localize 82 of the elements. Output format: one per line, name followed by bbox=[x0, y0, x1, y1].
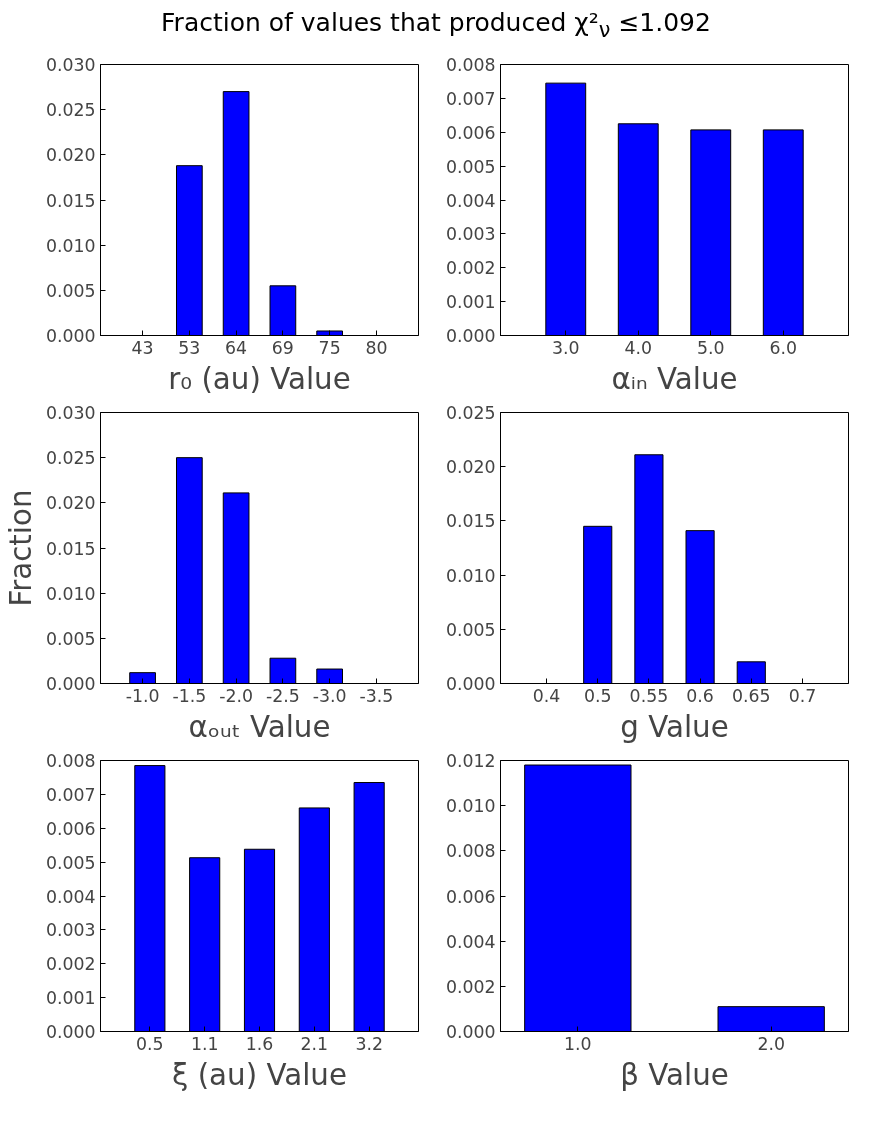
x-tick-label: 75 bbox=[318, 337, 341, 358]
y-tick-label: 0.025 bbox=[45, 100, 96, 121]
y-tick-label: 0.005 bbox=[445, 156, 496, 177]
y-tick-label: 0.003 bbox=[45, 920, 96, 941]
x-tick-label: -3.0 bbox=[312, 685, 347, 706]
x-tick-label: 53 bbox=[178, 337, 201, 358]
x-tick-label: 2.1 bbox=[300, 1033, 329, 1054]
y-tick-label: 0.004 bbox=[45, 886, 96, 907]
y-tick-label: 0.030 bbox=[45, 403, 96, 423]
y-tick-label: 0.010 bbox=[45, 235, 96, 256]
y-tick-label: 0.005 bbox=[45, 628, 96, 649]
y-tick-label: 0.001 bbox=[445, 292, 496, 313]
y-tick-label: 0.020 bbox=[445, 457, 496, 478]
y-tick-label: 0.020 bbox=[45, 493, 96, 514]
x-tick-label: 1.6 bbox=[245, 1033, 274, 1054]
y-tick-label: 0.005 bbox=[45, 280, 96, 301]
chart-title: Fraction of values that produced χ²$_{ν}$ ≤1.092 bbox=[160, 7, 712, 44]
x-tick-label: 3.0 bbox=[551, 337, 580, 358]
y-tick-label: 0.008 bbox=[45, 751, 96, 771]
y-tick-label: 0.003 bbox=[445, 224, 496, 245]
x-tick-label: 80 bbox=[365, 337, 388, 358]
y-tick-label: 0.004 bbox=[445, 190, 496, 211]
y-tick-label: 0.007 bbox=[445, 88, 496, 109]
y-tick-label: 0.008 bbox=[445, 841, 496, 862]
y-tick-label: 0.008 bbox=[445, 55, 496, 75]
x-tick-label: 0.4 bbox=[532, 685, 561, 706]
y-tick-label: 0.004 bbox=[445, 931, 496, 952]
x-tick-label: 1.0 bbox=[564, 1033, 592, 1054]
y-tick-label: 0.015 bbox=[45, 538, 96, 559]
y-tick-label: 0.002 bbox=[445, 258, 496, 279]
y-tick-label: 0.030 bbox=[45, 55, 96, 75]
y-axis-title: Fraction bbox=[3, 489, 38, 607]
y-tick-label: 0.000 bbox=[445, 326, 496, 346]
x-axis-title: r₀ (au) Value bbox=[168, 361, 351, 396]
x-tick-label: -1.0 bbox=[125, 685, 160, 706]
x-tick-label: 69 bbox=[271, 337, 294, 358]
y-tick-label: 0.025 bbox=[45, 448, 96, 469]
y-tick-label: 0.000 bbox=[45, 1022, 96, 1042]
x-axis-title: αᵢₙ Value bbox=[611, 361, 738, 396]
x-axis-title: αₒᵤₜ Value bbox=[188, 709, 331, 744]
y-tick-label: 0.007 bbox=[45, 784, 96, 805]
x-tick-label: 64 bbox=[225, 337, 248, 358]
x-tick-label: 5.0 bbox=[696, 337, 725, 358]
x-tick-label: -2.0 bbox=[219, 685, 254, 706]
x-axis-title: ξ (au) Value bbox=[172, 1057, 347, 1092]
x-tick-label: 0.7 bbox=[788, 685, 817, 706]
x-tick-label: 6.0 bbox=[769, 337, 798, 358]
x-tick-label: -3.5 bbox=[359, 685, 394, 706]
y-tick-label: 0.015 bbox=[45, 190, 96, 211]
y-tick-label: 0.006 bbox=[445, 122, 496, 143]
y-tick-label: 0.025 bbox=[445, 403, 496, 423]
x-tick-label: -2.5 bbox=[265, 685, 300, 706]
x-axis-title: β Value bbox=[620, 1057, 729, 1092]
x-tick-label: 2.0 bbox=[757, 1033, 785, 1054]
x-tick-label: -1.5 bbox=[172, 685, 207, 706]
y-tick-label: 0.010 bbox=[45, 583, 96, 604]
y-tick-label: 0.000 bbox=[45, 674, 96, 694]
y-tick-label: 0.000 bbox=[45, 326, 96, 346]
y-tick-label: 0.000 bbox=[445, 674, 496, 694]
y-tick-label: 0.010 bbox=[445, 565, 496, 586]
x-tick-label: 0.5 bbox=[136, 1033, 164, 1054]
x-tick-label: 0.6 bbox=[686, 685, 714, 706]
y-tick-label: 0.002 bbox=[45, 954, 96, 975]
y-tick-label: 0.006 bbox=[45, 818, 96, 839]
y-tick-label: 0.005 bbox=[445, 619, 496, 640]
x-tick-label: 0.65 bbox=[731, 685, 771, 706]
x-tick-label: 0.5 bbox=[583, 685, 612, 706]
y-tick-label: 0.015 bbox=[445, 511, 496, 532]
y-tick-label: 0.010 bbox=[445, 796, 496, 817]
x-axis-title: g Value bbox=[620, 709, 729, 744]
y-tick-label: 0.006 bbox=[445, 886, 496, 907]
y-tick-label: 0.005 bbox=[45, 852, 96, 873]
y-tick-label: 0.002 bbox=[445, 976, 496, 997]
y-tick-label: 0.012 bbox=[445, 751, 496, 771]
x-tick-label: 3.2 bbox=[355, 1033, 383, 1054]
y-tick-label: 0.001 bbox=[45, 988, 96, 1009]
x-tick-label: 43 bbox=[131, 337, 154, 358]
x-tick-label: 1.1 bbox=[190, 1033, 219, 1054]
y-tick-label: 0.020 bbox=[45, 145, 96, 166]
x-tick-label: 4.0 bbox=[624, 337, 653, 358]
y-tick-label: 0.000 bbox=[445, 1022, 496, 1042]
x-tick-label: 0.55 bbox=[629, 685, 669, 706]
